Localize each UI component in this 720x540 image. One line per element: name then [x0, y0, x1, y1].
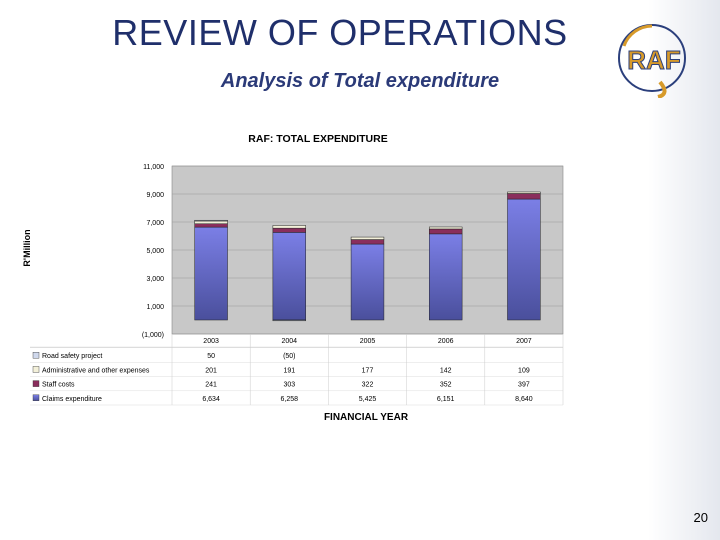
data-label: 191 — [283, 367, 295, 374]
y-tick-label: (1,000) — [142, 332, 164, 339]
data-label: 142 — [440, 367, 452, 374]
y-tick-label: 1,000 — [146, 304, 164, 311]
y-tick-label: 3,000 — [146, 276, 164, 283]
legend-label: Claims expenditure — [42, 396, 102, 403]
legend-swatch — [32, 380, 40, 387]
x-tick-label: 2004 — [282, 338, 298, 345]
x-tick-label: 2003 — [203, 338, 219, 345]
bar-staff-costs — [272, 227, 306, 233]
data-label: 6,151 — [437, 396, 455, 403]
logo-arc — [622, 24, 653, 47]
bar-road-safety-project — [194, 219, 228, 222]
y-tick-label: 5,000 — [146, 248, 164, 255]
bar-claims-expenditure — [507, 198, 541, 321]
bar-claims-expenditure — [350, 243, 385, 321]
bar-administrative-and-other-expenses — [507, 191, 541, 194]
data-label: (50) — [283, 353, 295, 360]
logo-text: RAF — [627, 45, 680, 75]
x-tick-label: 2006 — [438, 338, 454, 345]
bar-claims-expenditure — [429, 233, 463, 321]
data-label: 6,258 — [281, 396, 299, 403]
legend-swatch — [32, 366, 40, 373]
x-tick-label: 2005 — [360, 338, 376, 345]
logo-swoosh — [657, 80, 667, 98]
data-label: 397 — [518, 382, 530, 389]
slide-subtitle: Analysis of Total expenditure — [220, 70, 500, 92]
bar-claims-expenditure — [194, 226, 228, 321]
plot-area: (1,000) 1,000 3,000 5,000 7,000 9,000 11,000 20… — [30, 164, 564, 406]
legend-swatch — [32, 352, 40, 359]
bar-staff-costs — [429, 228, 463, 235]
data-label: 352 — [440, 382, 452, 389]
data-label: 201 — [205, 367, 217, 374]
data-label: 177 — [362, 367, 374, 374]
bar-claims-expenditure — [272, 232, 306, 321]
y-tick-label: 7,000 — [146, 220, 164, 227]
bar-administrative-and-other-expenses — [429, 226, 463, 230]
bar-staff-costs — [194, 223, 228, 228]
bar-road-safety-project — [272, 319, 306, 322]
legend-label: Road safety project — [42, 353, 102, 360]
data-label: 50 — [207, 353, 215, 360]
legend-swatch — [32, 394, 40, 401]
legend-label: Staff costs — [42, 382, 75, 389]
bar-administrative-and-other-expenses — [350, 236, 385, 240]
data-label: 6,634 — [202, 396, 220, 403]
slide-title: REVIEW OF OPERATIONS — [112, 12, 568, 53]
bar-administrative-and-other-expenses — [194, 220, 228, 225]
data-label: 241 — [205, 382, 217, 389]
data-label: 303 — [283, 382, 295, 389]
page-number: 20 — [693, 510, 708, 525]
data-label: 5,425 — [359, 396, 377, 403]
legend-label: Administrative and other expenses — [42, 367, 150, 374]
raf-logo: RAF — [618, 24, 686, 98]
x-axis-label: FINANCIAL YEAR — [324, 412, 409, 423]
data-label: 8,640 — [515, 396, 533, 403]
y-axis-label: R'Million — [22, 229, 32, 266]
bar-staff-costs — [507, 193, 541, 200]
logo-ring — [618, 24, 686, 92]
y-tick-label: 11,000 — [143, 164, 164, 171]
x-tick-label: 2007 — [516, 338, 532, 345]
data-label: 322 — [362, 382, 374, 389]
y-tick-label: 9,000 — [146, 192, 164, 199]
bar-administrative-and-other-expenses — [272, 225, 306, 229]
data-label: 109 — [518, 367, 530, 374]
bar-staff-costs — [350, 239, 385, 245]
chart-title: RAF: TOTAL EXPENDITURE — [248, 133, 387, 145]
